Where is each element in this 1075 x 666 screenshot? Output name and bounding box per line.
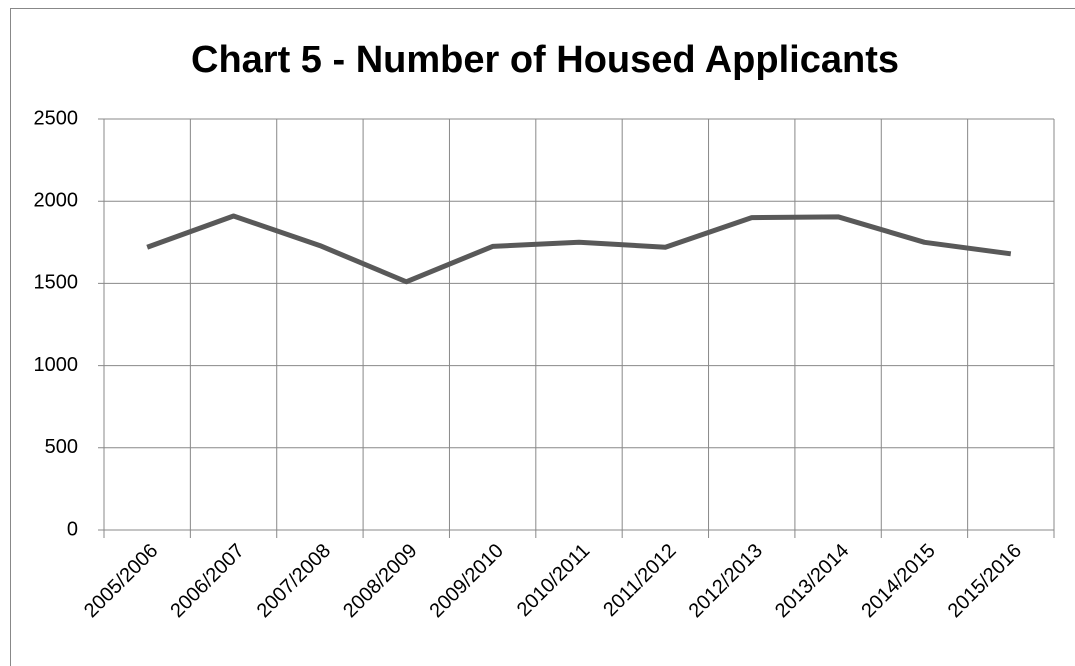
series-line (146, 213, 1012, 285)
y-tick-label: 2500 (34, 107, 79, 129)
y-tick-label: 0 (67, 518, 78, 540)
y-tick-label: 1000 (34, 354, 79, 376)
chart-frame (10, 8, 1075, 666)
chart-title: Chart 5 - Number of Housed Applicants (191, 39, 899, 81)
y-tick-label: 2000 (34, 189, 79, 211)
y-tick-label: 500 (45, 436, 78, 458)
y-tick-label: 1500 (34, 272, 79, 294)
